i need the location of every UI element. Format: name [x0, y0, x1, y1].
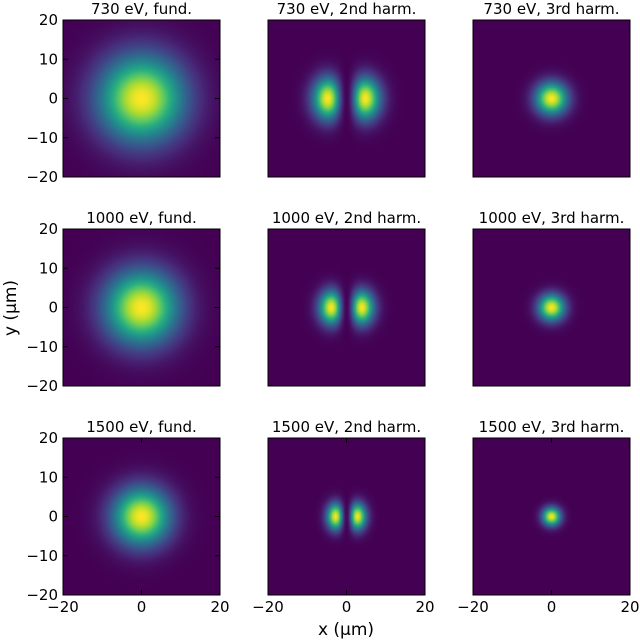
- y-tick-label: 20: [39, 11, 58, 29]
- y-tick-label: 0: [48, 299, 58, 317]
- panel-title: 1500 eV, fund.: [86, 418, 197, 436]
- panel-title: 1000 eV, 2nd harm.: [272, 209, 421, 227]
- panel-title: 1000 eV, fund.: [86, 209, 197, 227]
- panel-title: 1500 eV, 3rd harm.: [479, 418, 625, 436]
- panel-title: 1500 eV, 2nd harm.: [272, 418, 421, 436]
- heatmap-image: [268, 229, 425, 386]
- x-tick-label: −20: [252, 598, 284, 616]
- panel-9: 1500 eV, 3rd harm. −20 0 20: [457, 418, 639, 616]
- heatmap-image: [268, 438, 425, 595]
- y-tick-label: −20: [26, 168, 58, 186]
- panel-6: 1000 eV, 3rd harm.: [472, 209, 631, 387]
- panel-2: 730 eV, 2nd harm.: [267, 0, 426, 178]
- y-tick-label: −10: [26, 338, 58, 356]
- x-tick-label: 20: [415, 598, 434, 616]
- y-tick-label: 10: [39, 50, 58, 68]
- axes-frame: [267, 19, 426, 178]
- y-tick-label: −20: [26, 586, 58, 604]
- y-tick-label: −10: [26, 547, 58, 565]
- panel-5: 1000 eV, 2nd harm.: [267, 209, 426, 387]
- panel-title: 730 eV, fund.: [91, 0, 192, 18]
- heatmap-image: [63, 229, 220, 386]
- heatmap-image: [63, 438, 220, 595]
- panel-7: 1500 eV, fund. 20 10 0 −10 −20−20 0 20: [26, 418, 229, 616]
- y-tick-label: 10: [39, 259, 58, 277]
- axes-frame: [472, 228, 631, 387]
- x-tick-label: 20: [210, 598, 229, 616]
- panel-3: 730 eV, 3rd harm.: [472, 0, 631, 178]
- x-tick-label: 0: [547, 598, 557, 616]
- panel-1: 730 eV, fund. 20 10 0 −10 −20: [26, 0, 221, 186]
- y-tick-label: 20: [39, 220, 58, 238]
- heatmap-image: [268, 20, 425, 177]
- panel-title: 1000 eV, 3rd harm.: [479, 209, 625, 227]
- y-tick-label: 0: [48, 508, 58, 526]
- heatmap-image: [473, 438, 630, 595]
- x-tick-label: −20: [457, 598, 489, 616]
- y-tick-label: 10: [39, 468, 58, 486]
- heatmap-image: [473, 20, 630, 177]
- y-tick-label: −10: [26, 129, 58, 147]
- axes-frame: [472, 19, 631, 178]
- x-tick-label: −20: [47, 598, 79, 616]
- panel-grid: 730 eV, fund. 20 10 0 −10 −20 730 eV, 2nd harm…: [26, 0, 639, 616]
- x-axis-label: x (μm): [318, 620, 374, 640]
- heatmap-image: [63, 20, 220, 177]
- y-tick-label: 0: [48, 90, 58, 108]
- axes-frame: [267, 228, 426, 387]
- panel-8: 1500 eV, 2nd harm. −20 0 20: [252, 418, 434, 616]
- panel-title: 730 eV, 3rd harm.: [483, 0, 619, 18]
- x-tick-label: 20: [620, 598, 639, 616]
- y-tick-label: 20: [39, 429, 58, 447]
- heatmap-image: [473, 229, 630, 386]
- panel-title: 730 eV, 2nd harm.: [277, 0, 417, 18]
- y-axis-label: y (μm): [1, 280, 21, 336]
- y-tick-label: −20: [26, 377, 58, 395]
- x-tick-label: 0: [137, 598, 147, 616]
- panel-4: 1000 eV, fund. 20 10 0 −10 −20: [26, 209, 221, 395]
- x-tick-label: 0: [342, 598, 352, 616]
